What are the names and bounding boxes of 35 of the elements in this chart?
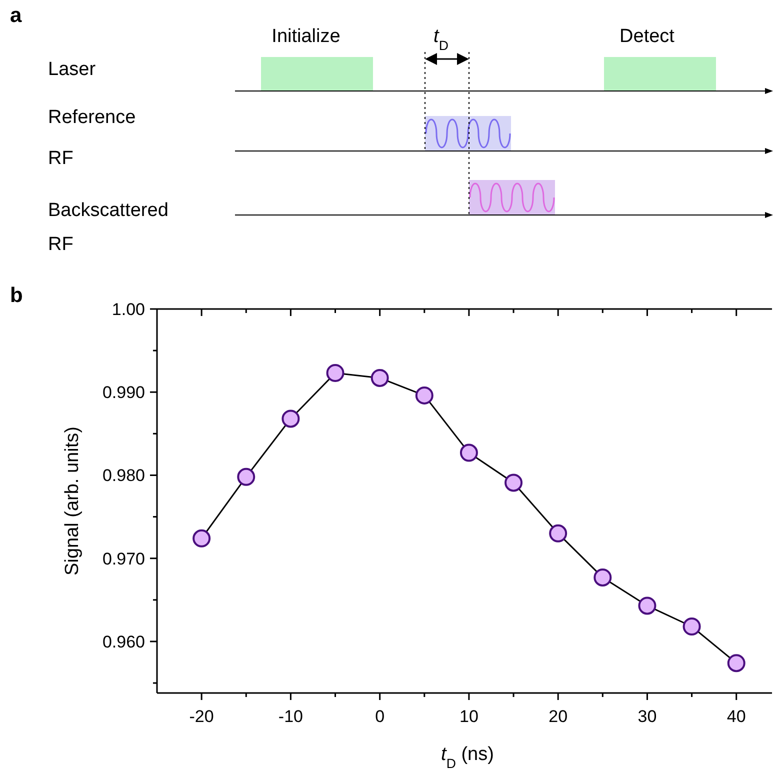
y-tick-label: 1.00 xyxy=(112,300,145,319)
point xyxy=(682,618,701,636)
text: a xyxy=(10,4,22,27)
x-tick-label: 40 xyxy=(726,707,746,726)
text: t$_{D}$ xyxy=(434,26,448,52)
point xyxy=(638,596,656,615)
point xyxy=(192,529,211,548)
point xyxy=(326,364,344,382)
text: Detect xyxy=(620,26,676,47)
category-label: Reference RF xyxy=(48,107,136,169)
point xyxy=(237,468,256,486)
x-tick-label: 10 xyxy=(459,707,478,726)
point xyxy=(282,410,300,428)
chart-title: b xyxy=(10,284,23,307)
x-tick-label: 30 xyxy=(638,707,657,726)
y-tick-label: 0.980 xyxy=(102,466,145,486)
point xyxy=(549,524,568,542)
point xyxy=(727,654,746,672)
x-tick-label: 0 xyxy=(375,707,385,726)
point xyxy=(504,474,523,492)
x-tick-label: -20 xyxy=(189,707,214,726)
y-axis-title: Signal (arb. units) xyxy=(62,426,83,576)
y-tick-label: 0.990 xyxy=(102,383,145,402)
category-label: Backscattered RF xyxy=(48,200,168,255)
x-tick-label: 20 xyxy=(548,707,568,726)
point xyxy=(415,386,434,404)
category-label: Laser xyxy=(48,59,96,80)
point xyxy=(460,444,478,462)
x-tick-label: -10 xyxy=(278,707,303,726)
y-tick-label: 0.960 xyxy=(102,632,145,652)
y-tick-label: 0.970 xyxy=(102,549,145,568)
x-axis-title: t$_{D}$ (ns) xyxy=(441,744,494,770)
text: Initialize xyxy=(272,26,340,47)
point xyxy=(594,568,612,586)
point xyxy=(370,368,389,387)
